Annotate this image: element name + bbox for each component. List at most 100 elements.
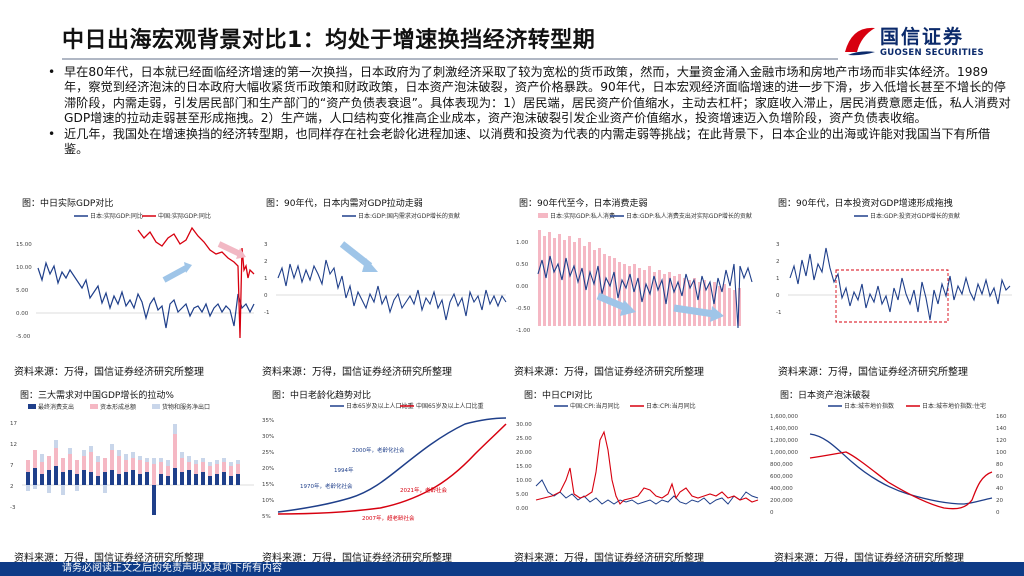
- chart-source: 资料来源：万得，国信证券经济研究所整理: [262, 367, 452, 378]
- svg-text:5%: 5%: [262, 514, 271, 520]
- chart-caption: 图：日本资产泡沫破裂: [780, 391, 871, 401]
- y-axis-ticks: 15.00 10.00 5.00 0.00 -5.00: [16, 242, 32, 340]
- svg-text:1970年，老龄化社会: 1970年，老龄化社会: [300, 482, 353, 490]
- svg-text:25%: 25%: [262, 450, 274, 456]
- svg-text:-3: -3: [10, 505, 16, 511]
- legend-label: 中国65岁及以上人口比重: [416, 402, 484, 410]
- svg-text:3: 3: [264, 242, 268, 248]
- chart-caption: 图：中日实际GDP对比: [22, 199, 114, 209]
- svg-text:0: 0: [264, 293, 268, 299]
- chart-caption: 图：中日老龄化趋势对比: [272, 391, 372, 401]
- svg-text:17: 17: [10, 421, 17, 427]
- chart-caption: 图：90年代，日本内需对GDP拉动走弱: [266, 199, 423, 209]
- bullet-item: • 近几年，我国处在增速换挡的经济转型期，也同样存在社会老龄化进程加速、以消费和投…: [44, 127, 1012, 158]
- chart-caption: 图：三大需求对中国GDP增长的拉动%: [20, 391, 174, 401]
- svg-text:7: 7: [10, 463, 14, 469]
- svg-text:0: 0: [770, 510, 774, 516]
- series-china-aging: [277, 423, 507, 515]
- svg-text:60: 60: [996, 474, 1003, 480]
- series-land-price-residential: [809, 451, 993, 510]
- chart-aging-trend: 日本65岁及以上人口比重 中国65岁及以上人口比重 35% 30% 25% 20…: [262, 402, 507, 522]
- stacked-bars: [26, 424, 240, 515]
- svg-text:0: 0: [996, 510, 1000, 516]
- y-axis-ticks: 17 12 7 2 -3: [10, 421, 17, 511]
- footer-bar: 请务必阅读正文之后的免责声明及其项下所有内容: [0, 562, 1024, 576]
- bullet-marker: •: [48, 126, 56, 141]
- svg-text:-1.00: -1.00: [516, 328, 531, 334]
- svg-text:40: 40: [996, 486, 1003, 492]
- svg-text:5.00: 5.00: [516, 492, 529, 498]
- chart-gdp-compare: 日本:实际GDP:同比 中国:实际GDP:同比 15.00 10.00 5.00…: [16, 212, 255, 340]
- y-axis-ticks: 3 2 1 0 -1: [264, 242, 269, 316]
- series-consumption-contribution: [537, 255, 753, 329]
- highlight-box: [835, 269, 949, 323]
- svg-text:400,000: 400,000: [770, 486, 793, 492]
- chart-source: 资料来源：万得，国信证券经济研究所整理: [514, 553, 704, 564]
- svg-text:1: 1: [776, 276, 780, 282]
- legend-label: 日本:城市地价指数: [844, 402, 894, 410]
- y-axis-ticks: 1,600,000 1,400,000 1,200,000 1,000,000 …: [770, 414, 798, 516]
- svg-text:5.00: 5.00: [16, 288, 29, 294]
- svg-text:0: 0: [776, 293, 780, 299]
- page-title: 中日出海宏观背景对比1：均处于增速换挡经济转型期: [62, 28, 596, 53]
- svg-text:20.00: 20.00: [516, 450, 532, 456]
- bullet-text: 早在80年代，日本就已经面临经济增速的第一次换挡，日本政府为了刺激经济采取了较为…: [64, 65, 1011, 126]
- chart-source: 资料来源：万得，国信证券经济研究所整理: [14, 553, 204, 564]
- chart-annotations: 2000年，老龄化社会 1994年 1970年，老龄化社会 2021年，老龄社会…: [300, 446, 447, 522]
- svg-text:2007年，超老龄社会: 2007年，超老龄社会: [362, 514, 415, 522]
- series-japan-aging: [277, 417, 507, 513]
- y-axis-ticks: 35% 30% 25% 20% 15% 10% 5%: [262, 418, 274, 520]
- svg-text:30%: 30%: [262, 434, 274, 440]
- svg-text:0.00: 0.00: [16, 311, 29, 317]
- bullet-item: • 早在80年代，日本就已经面临经济增速的第一次换挡，日本政府为了刺激经济采取了较…: [44, 65, 1012, 127]
- svg-text:15.00: 15.00: [516, 464, 532, 470]
- trend-arrow-icon: [596, 292, 628, 312]
- legend-label: 日本:城市地价指数:住宅: [922, 402, 986, 410]
- chart-caption: 图：90年代至今，日本消费走弱: [519, 199, 648, 209]
- svg-text:200,000: 200,000: [770, 498, 793, 504]
- legend-label: 货物和服务净出口: [162, 403, 210, 411]
- svg-text:25.00: 25.00: [516, 436, 532, 442]
- legend-label: 日本:实际GDP:私人消费: [550, 212, 615, 220]
- legend-label: 日本65岁及以上人口比重: [346, 402, 414, 410]
- chart-japan-asset-bubble: 日本:城市地价指数 日本:城市地价指数:住宅 1,600,000 1,400,0…: [770, 402, 1007, 516]
- svg-text:-0.50: -0.50: [516, 306, 531, 312]
- svg-text:3: 3: [776, 242, 780, 248]
- svg-text:160: 160: [996, 414, 1007, 420]
- y-axis-ticks: 1.00 0.50 0.00 -0.50 -1.00: [516, 240, 531, 334]
- bullet-list: • 早在80年代，日本就已经面临经济增速的第一次换挡，日本政府为了刺激经济采取了较…: [44, 65, 1012, 157]
- svg-text:1.00: 1.00: [516, 240, 529, 246]
- legend-label: 中国:CPI:当月同比: [570, 402, 620, 410]
- svg-text:1,200,000: 1,200,000: [770, 438, 798, 444]
- svg-text:10.00: 10.00: [516, 478, 532, 484]
- chart-source: 资料来源：万得，国信证券经济研究所整理: [514, 367, 704, 378]
- y-axis-ticks: 30.00 25.00 20.00 15.00 10.00 5.00 0.00: [516, 422, 532, 512]
- chart-caption: 图：中日CPI对比: [524, 391, 593, 401]
- svg-text:2: 2: [10, 484, 14, 490]
- chart-source: 资料来源：万得，国信证券经济研究所整理: [14, 367, 204, 378]
- svg-text:1,400,000: 1,400,000: [770, 426, 798, 432]
- svg-text:20%: 20%: [262, 466, 274, 472]
- chart-cpi-compare: 中国:CPI:当月同比 日本:CPI:当月同比 30.00 25.00 20.0…: [516, 402, 759, 512]
- svg-text:15.00: 15.00: [16, 242, 32, 248]
- svg-text:1: 1: [264, 276, 268, 282]
- svg-text:30.00: 30.00: [516, 422, 532, 428]
- svg-text:35%: 35%: [262, 418, 274, 424]
- svg-text:10%: 10%: [262, 498, 274, 504]
- trend-arrow-icon: [673, 304, 715, 318]
- svg-text:-1: -1: [776, 310, 781, 316]
- brand-logo: 国信证券 GUOSEN SECURITIES: [842, 20, 1012, 62]
- legend-label: 中国:实际GDP:同比: [158, 212, 211, 220]
- svg-text:600,000: 600,000: [770, 474, 793, 480]
- svg-text:-1: -1: [264, 310, 269, 316]
- svg-text:100: 100: [996, 450, 1007, 456]
- bullet-marker: •: [48, 65, 56, 79]
- bullet-text: 近几年，我国处在增速换挡的经济转型期，也同样存在社会老龄化进程加速、以消费和投资…: [64, 126, 991, 157]
- legend-label: 日本:实际GDP:同比: [90, 212, 143, 220]
- svg-text:1994年: 1994年: [334, 466, 354, 474]
- guosen-logo-icon: [845, 27, 875, 56]
- legend-label: 最终消费支出: [38, 403, 74, 411]
- series-japan-gdp: [37, 260, 255, 329]
- series-land-price: [809, 433, 993, 505]
- legend-label: 日本:GDP:投资对GDP增长的贡献: [870, 212, 960, 220]
